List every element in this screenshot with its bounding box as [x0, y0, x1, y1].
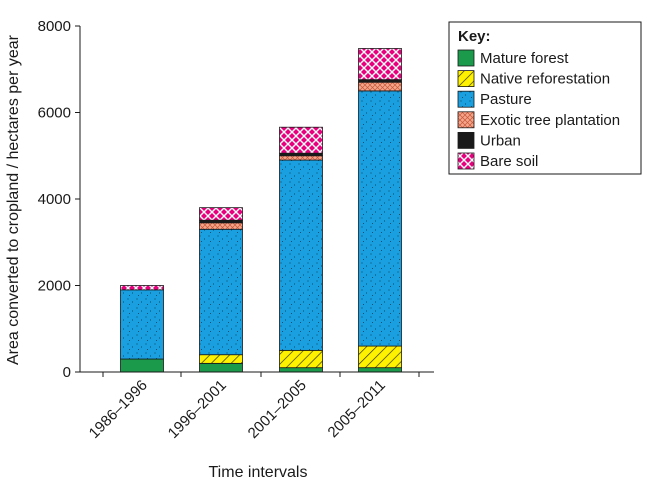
y-tick-label: 2000 — [38, 278, 71, 295]
bar-segment-bare-soil-4 — [358, 48, 402, 81]
x-tick-label: 2005–2011 — [325, 377, 389, 441]
x-axis-title: Time intervals — [209, 464, 308, 481]
legend-swatch-urban — [457, 131, 475, 149]
y-tick-label: 4000 — [38, 191, 71, 208]
bar-segment-mature-forest-3 — [279, 367, 323, 373]
y-tick-label: 0 — [63, 364, 71, 381]
bar-segment-native-reforestation-4 — [358, 345, 402, 369]
legend-swatch-exotic-tree-plantation — [457, 111, 475, 129]
x-tick-label: 2001–2005 — [245, 377, 310, 442]
bar-segment-exotic-tree-plantation-2 — [199, 222, 243, 230]
y-tick-label: 8000 — [38, 18, 71, 35]
bar-segment-pasture-3 — [279, 159, 323, 351]
legend-title: Key: — [458, 28, 491, 45]
legend-label-bare-soil: Bare soil — [480, 153, 538, 170]
bar-segment-bare-soil-3 — [279, 126, 323, 154]
bar-segment-exotic-tree-plantation-3 — [279, 155, 323, 161]
legend-label-native-reforestation: Native reforestation — [480, 71, 610, 88]
legend-swatch-pasture — [457, 90, 475, 108]
bar-segment-mature-forest-1 — [120, 358, 164, 373]
legend-swatch-bare-soil — [457, 152, 475, 170]
legend-label-urban: Urban — [480, 132, 521, 149]
bar-segment-bare-soil-1 — [120, 285, 164, 291]
bar-segment-mature-forest-2 — [199, 362, 243, 373]
x-tick-label: 1986–1996 — [86, 377, 151, 442]
bar-segment-pasture-2 — [199, 228, 243, 356]
x-tick-label: 1996–2001 — [165, 377, 230, 442]
legend-label-pasture: Pasture — [480, 91, 532, 108]
legend-label-exotic-tree-plantation: Exotic tree plantation — [480, 112, 620, 129]
bar-segment-pasture-4 — [358, 90, 402, 347]
legend: Key: Mature forest Native reforestation Pa… — [448, 21, 642, 175]
bar-segment-exotic-tree-plantation-4 — [358, 81, 402, 92]
bar-segment-native-reforestation-3 — [279, 349, 323, 369]
bar-segment-bare-soil-2 — [199, 207, 243, 221]
y-tick-label: 6000 — [38, 105, 71, 122]
legend-box — [448, 21, 642, 175]
bar-segment-native-reforestation-2 — [199, 354, 243, 364]
bar-segment-mature-forest-4 — [358, 367, 402, 373]
bars-layer — [120, 48, 402, 373]
legend-swatch-mature-forest — [457, 49, 475, 67]
y-axis-title: Area converted to cropland / hectares pe… — [5, 34, 22, 365]
legend-swatch-native-reforestation — [457, 70, 475, 87]
legend-label-mature-forest: Mature forest — [480, 50, 569, 67]
bar-segment-pasture-1 — [120, 289, 164, 360]
